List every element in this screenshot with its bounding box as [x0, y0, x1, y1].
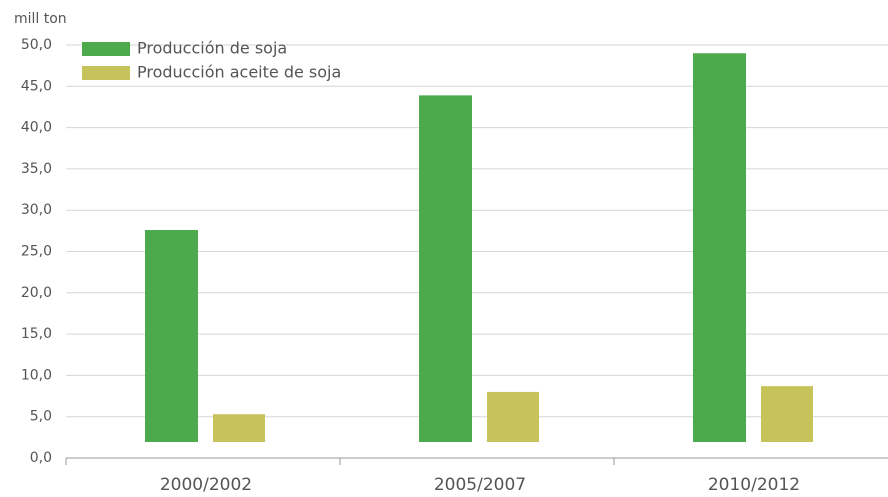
bar — [213, 414, 265, 442]
y-axis-label: mill ton — [14, 11, 67, 27]
y-tick-label: 50,0 — [21, 37, 52, 53]
bar — [145, 230, 198, 442]
legend-swatch — [82, 42, 130, 56]
y-tick-label: 5,0 — [30, 409, 52, 425]
y-tick-label: 0,0 — [30, 450, 52, 466]
bar — [419, 95, 472, 443]
y-tick-label: 10,0 — [21, 367, 52, 383]
x-tick-label: 2000/2002 — [160, 475, 252, 493]
y-tick-label: 40,0 — [21, 120, 52, 136]
y-tick-label: 30,0 — [21, 202, 52, 218]
y-tick-label: 20,0 — [21, 285, 52, 301]
legend-swatch — [82, 66, 130, 80]
legend-label: Producción aceite de soja — [137, 63, 341, 82]
bar — [761, 386, 813, 442]
bar — [487, 391, 539, 442]
y-tick-label: 25,0 — [21, 244, 52, 260]
x-tick-label: 2005/2007 — [434, 475, 526, 493]
y-tick-label: 15,0 — [21, 326, 52, 342]
x-tick-label: 2010/2012 — [708, 475, 800, 493]
bar — [693, 53, 746, 442]
y-tick-label: 35,0 — [21, 161, 52, 177]
y-tick-label: 45,0 — [21, 78, 52, 94]
legend-label: Producción de soja — [137, 39, 287, 58]
